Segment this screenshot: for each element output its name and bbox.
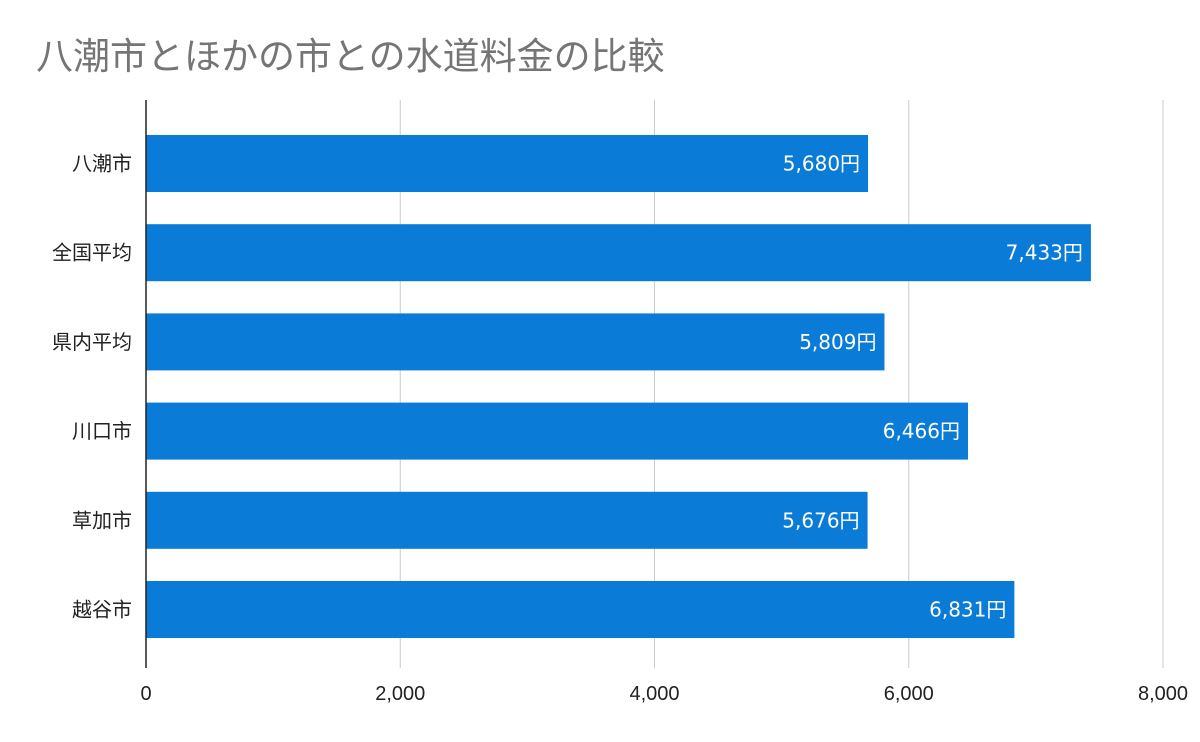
data-label: 6,466円 [883, 419, 960, 443]
bar [146, 135, 869, 192]
category-label: 川口市 [72, 419, 132, 443]
category-label: 越谷市 [72, 598, 132, 622]
category-label: 県内平均 [52, 330, 132, 354]
bar [146, 224, 1091, 282]
bar [146, 491, 868, 549]
x-tick-label: 0 [140, 683, 151, 705]
x-tick-label: 6,000 [884, 683, 934, 705]
category-label: 草加市 [72, 508, 132, 532]
chart-title: 八潮市とほかの市との水道料金の比較 [36, 35, 665, 78]
data-label: 5,680円 [783, 152, 860, 176]
bar [146, 581, 1015, 638]
bar [146, 402, 968, 460]
category-label: 全国平均 [52, 241, 132, 265]
x-tick-label: 4,000 [629, 683, 679, 705]
bar [146, 313, 885, 371]
data-label: 7,433円 [1006, 241, 1083, 265]
data-label: 6,831円 [929, 598, 1006, 622]
data-label: 5,676円 [782, 508, 859, 532]
category-label: 八潮市 [72, 152, 132, 176]
data-label: 5,809円 [799, 330, 876, 354]
x-tick-label: 8,000 [1138, 683, 1188, 705]
x-tick-label: 2,000 [375, 683, 425, 705]
